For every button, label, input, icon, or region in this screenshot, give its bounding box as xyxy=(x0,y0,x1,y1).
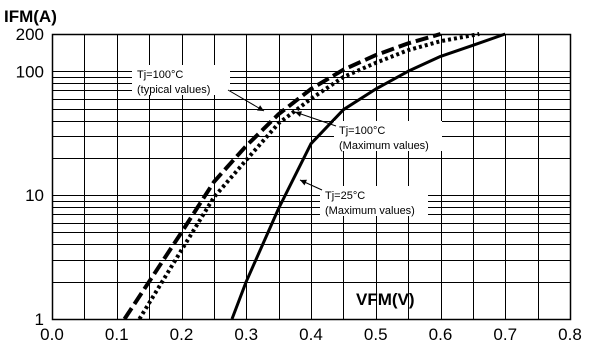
annotation-1: Tj=100°C (typical values) xyxy=(137,69,265,112)
x-tick-label: 0.0 xyxy=(40,325,64,344)
y-axis-title: IFM(A) xyxy=(4,7,57,26)
x-tick-label: 0.8 xyxy=(558,325,582,344)
y-tick-label: 200 xyxy=(16,25,44,44)
tick-layer: 0.0 0.1 0.2 0.3 0.4 0.5 0.6 0.7 0.8 1 10 100 200 xyxy=(16,25,582,344)
annotation-background xyxy=(132,65,230,95)
x-tick-label: 0.2 xyxy=(170,325,194,344)
annotation-text: (Maximum values) xyxy=(339,140,429,152)
y-tick-label: 10 xyxy=(25,186,44,205)
annotation-arrowhead xyxy=(300,179,307,186)
annotation-3: Tj=25°C (Maximum values) xyxy=(299,179,415,217)
annotation-text: (Maximum values) xyxy=(325,205,415,217)
x-tick-label: 0.7 xyxy=(493,325,517,344)
series-line-dashed xyxy=(122,32,442,321)
series-line-solid xyxy=(230,32,506,320)
x-tick-label: 0.6 xyxy=(429,325,453,344)
x-axis-title: VFM(V) xyxy=(356,290,415,309)
x-tick-label: 0.5 xyxy=(364,325,388,344)
annotation-text: Tj=100°C xyxy=(137,69,183,81)
x-tick-label: 0.3 xyxy=(234,325,258,344)
annotation-text: (typical values) xyxy=(137,84,210,96)
annotation-arrowhead xyxy=(295,111,302,117)
grid xyxy=(51,33,572,321)
y-tick-label: 100 xyxy=(16,62,44,81)
annotation-text: Tj=25°C xyxy=(325,190,365,202)
annotation-layer: Tj=100°C (typical values) Tj=100°C (Maximum… xyxy=(132,65,442,217)
series-layer xyxy=(122,32,506,321)
annotation-text: Tj=100°C xyxy=(339,125,385,137)
annotation-arrowhead xyxy=(257,105,264,111)
annotation-leader xyxy=(227,89,265,112)
series-line-dotted xyxy=(137,32,480,321)
x-tick-label: 0.4 xyxy=(299,325,323,344)
annotation-background xyxy=(334,121,442,151)
plot-frame xyxy=(51,33,572,321)
annotation-leader xyxy=(294,111,337,127)
annotation-background xyxy=(320,186,428,216)
y-tick-label: 1 xyxy=(35,310,44,329)
x-tick-label: 0.1 xyxy=(105,325,129,344)
annotation-2: Tj=100°C (Maximum values) xyxy=(294,111,429,152)
